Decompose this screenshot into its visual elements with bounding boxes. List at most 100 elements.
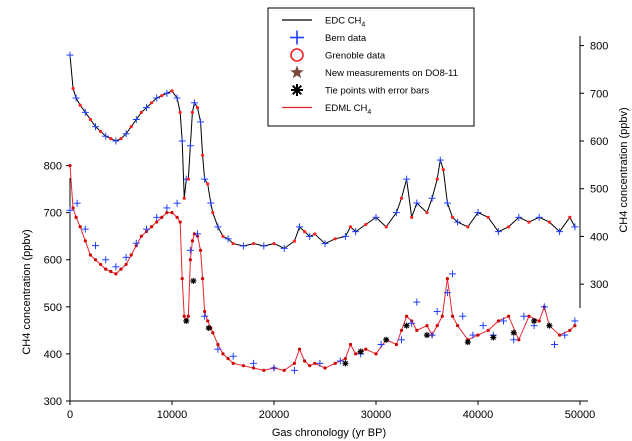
- edc-grenoble-point: [568, 215, 572, 219]
- edml-ch4-point: [206, 319, 210, 323]
- edc-grenoble-point: [384, 225, 388, 229]
- edml-ch4-point: [292, 361, 296, 365]
- edml-ch4-point: [333, 361, 337, 365]
- edml-ch4-point: [124, 262, 128, 267]
- edml-ch4-point: [83, 239, 87, 243]
- legend-circle-symbol: [290, 48, 304, 62]
- edml-ch4-point: [297, 347, 302, 351]
- x-tick-label: 50000: [565, 409, 596, 421]
- edml-ch4-point: [537, 319, 541, 323]
- edc-grenoble-point: [211, 210, 215, 215]
- edml-ch4-line: [69, 165, 576, 371]
- edml-ch4-point: [160, 215, 164, 219]
- edml-ch4-point: [186, 314, 190, 318]
- right-y-tick-label: 600: [590, 136, 608, 148]
- tie-point-d2: [511, 330, 517, 336]
- edc-grenoble-point: [527, 220, 531, 224]
- tie-point-d2: [358, 348, 364, 355]
- legend-label-edc: EDC CH4: [325, 16, 365, 29]
- legend-item-grenoble: Grenoble data: [290, 48, 386, 62]
- edc-grenoble-point: [292, 239, 296, 243]
- legend-item-edml: EDML CH4: [282, 103, 371, 116]
- left-y-tick-label: 500: [44, 302, 62, 314]
- left-y-tick-label: 700: [44, 208, 62, 220]
- tie-point-d2: [190, 278, 197, 284]
- edml-ch4-point: [231, 361, 235, 365]
- edc-grenoble-point: [139, 110, 143, 114]
- edml-ch4-point: [476, 333, 480, 337]
- edml-ch4-point: [175, 215, 179, 219]
- legend-label-grenoble: Grenoble data: [325, 51, 386, 62]
- tie-point-d2: [183, 318, 189, 324]
- edml-ch4-point: [139, 234, 143, 238]
- x-tick-label: 30000: [361, 409, 392, 421]
- edml-ch4-point: [456, 324, 460, 328]
- edml-ch4-point: [88, 253, 92, 257]
- tie-point-d2: [490, 334, 496, 341]
- x-tick-label: 10000: [157, 409, 188, 421]
- edml-ch4-point: [226, 357, 230, 361]
- edml-ch4-point: [425, 324, 429, 328]
- edc-grenoble-point: [109, 136, 113, 141]
- plot-area: [66, 51, 579, 374]
- edml-ch4-point: [190, 239, 194, 243]
- edc-grenoble-point: [186, 177, 190, 181]
- edml-ch4-point: [568, 328, 572, 332]
- edml-ch4-point: [343, 357, 347, 361]
- legend-label-bern: Bern data: [325, 33, 367, 44]
- edml-ch4-point: [104, 267, 108, 271]
- edml-ch4-point: [354, 352, 358, 356]
- right-y-tick-label: 500: [590, 184, 608, 196]
- edml-ch4-point: [203, 309, 207, 314]
- edml-ch4-point: [74, 215, 78, 219]
- edml-ch4-point: [415, 328, 419, 332]
- edc-grenoble-point: [348, 225, 353, 229]
- x-tick-label: 40000: [463, 409, 494, 421]
- edc-grenoble-point: [182, 196, 186, 200]
- edml-ch4-point: [486, 328, 490, 332]
- edml-ch4-point: [450, 314, 455, 318]
- edml-ch4-point: [405, 314, 409, 318]
- left-y-axis-label: CH4 concentration (ppbv): [21, 229, 33, 354]
- edc-grenoble-point: [195, 105, 200, 110]
- left-y-tick-label: 400: [44, 349, 62, 361]
- edml-ch4-point: [507, 314, 511, 318]
- edml-ch4-point: [170, 211, 174, 215]
- axis-ticks: 0 10000 20000 30000 40000 50000 300 400 500 600 70…: [44, 41, 609, 421]
- edc-grenoble-point: [99, 129, 103, 134]
- legend-item-edc: EDC CH4: [282, 16, 365, 29]
- edc-grenoble-point: [170, 89, 174, 93]
- edc-grenoble-point: [466, 225, 470, 229]
- edc-grenoble-point: [441, 168, 445, 172]
- right-y-tick-label: 400: [590, 231, 608, 243]
- edml-ch4-point: [558, 333, 562, 337]
- edc-grenoble-point: [160, 94, 164, 98]
- edc-grenoble-point: [88, 117, 92, 122]
- edc-grenoble-point: [303, 230, 307, 234]
- edml-ch4-point: [221, 352, 225, 356]
- edml-ch4-point: [109, 269, 113, 274]
- edc-grenoble-point: [547, 220, 552, 224]
- left-y-tick-label: 300: [44, 396, 62, 408]
- edc-grenoble-point: [119, 136, 123, 141]
- right-y-axis-label: CH4 concentration (ppbv): [618, 107, 630, 232]
- edml-ch4-point: [445, 276, 449, 281]
- edml-ch4-point: [119, 267, 123, 271]
- edml-ch4-point: [435, 324, 439, 328]
- edc-grenoble-point: [507, 225, 511, 229]
- edc-grenoble-point: [435, 177, 439, 181]
- edml-ch4-point: [78, 225, 82, 229]
- edml-ch4-point: [216, 342, 220, 347]
- left-y-tick-label: 800: [44, 161, 62, 173]
- legend-label-edml: EDML CH4: [325, 103, 371, 116]
- edml-ch4-point: [303, 359, 307, 363]
- edc-grenoble-point: [178, 110, 182, 114]
- edc-grenoble-point: [486, 215, 490, 219]
- edml-ch4-point: [308, 364, 312, 368]
- edml-ch4-point: [178, 220, 182, 224]
- tie-point-d2: [531, 318, 537, 324]
- edml-ch4-point: [180, 276, 184, 281]
- edc-grenoble-point: [410, 215, 414, 219]
- edml-ch4-point: [440, 314, 444, 318]
